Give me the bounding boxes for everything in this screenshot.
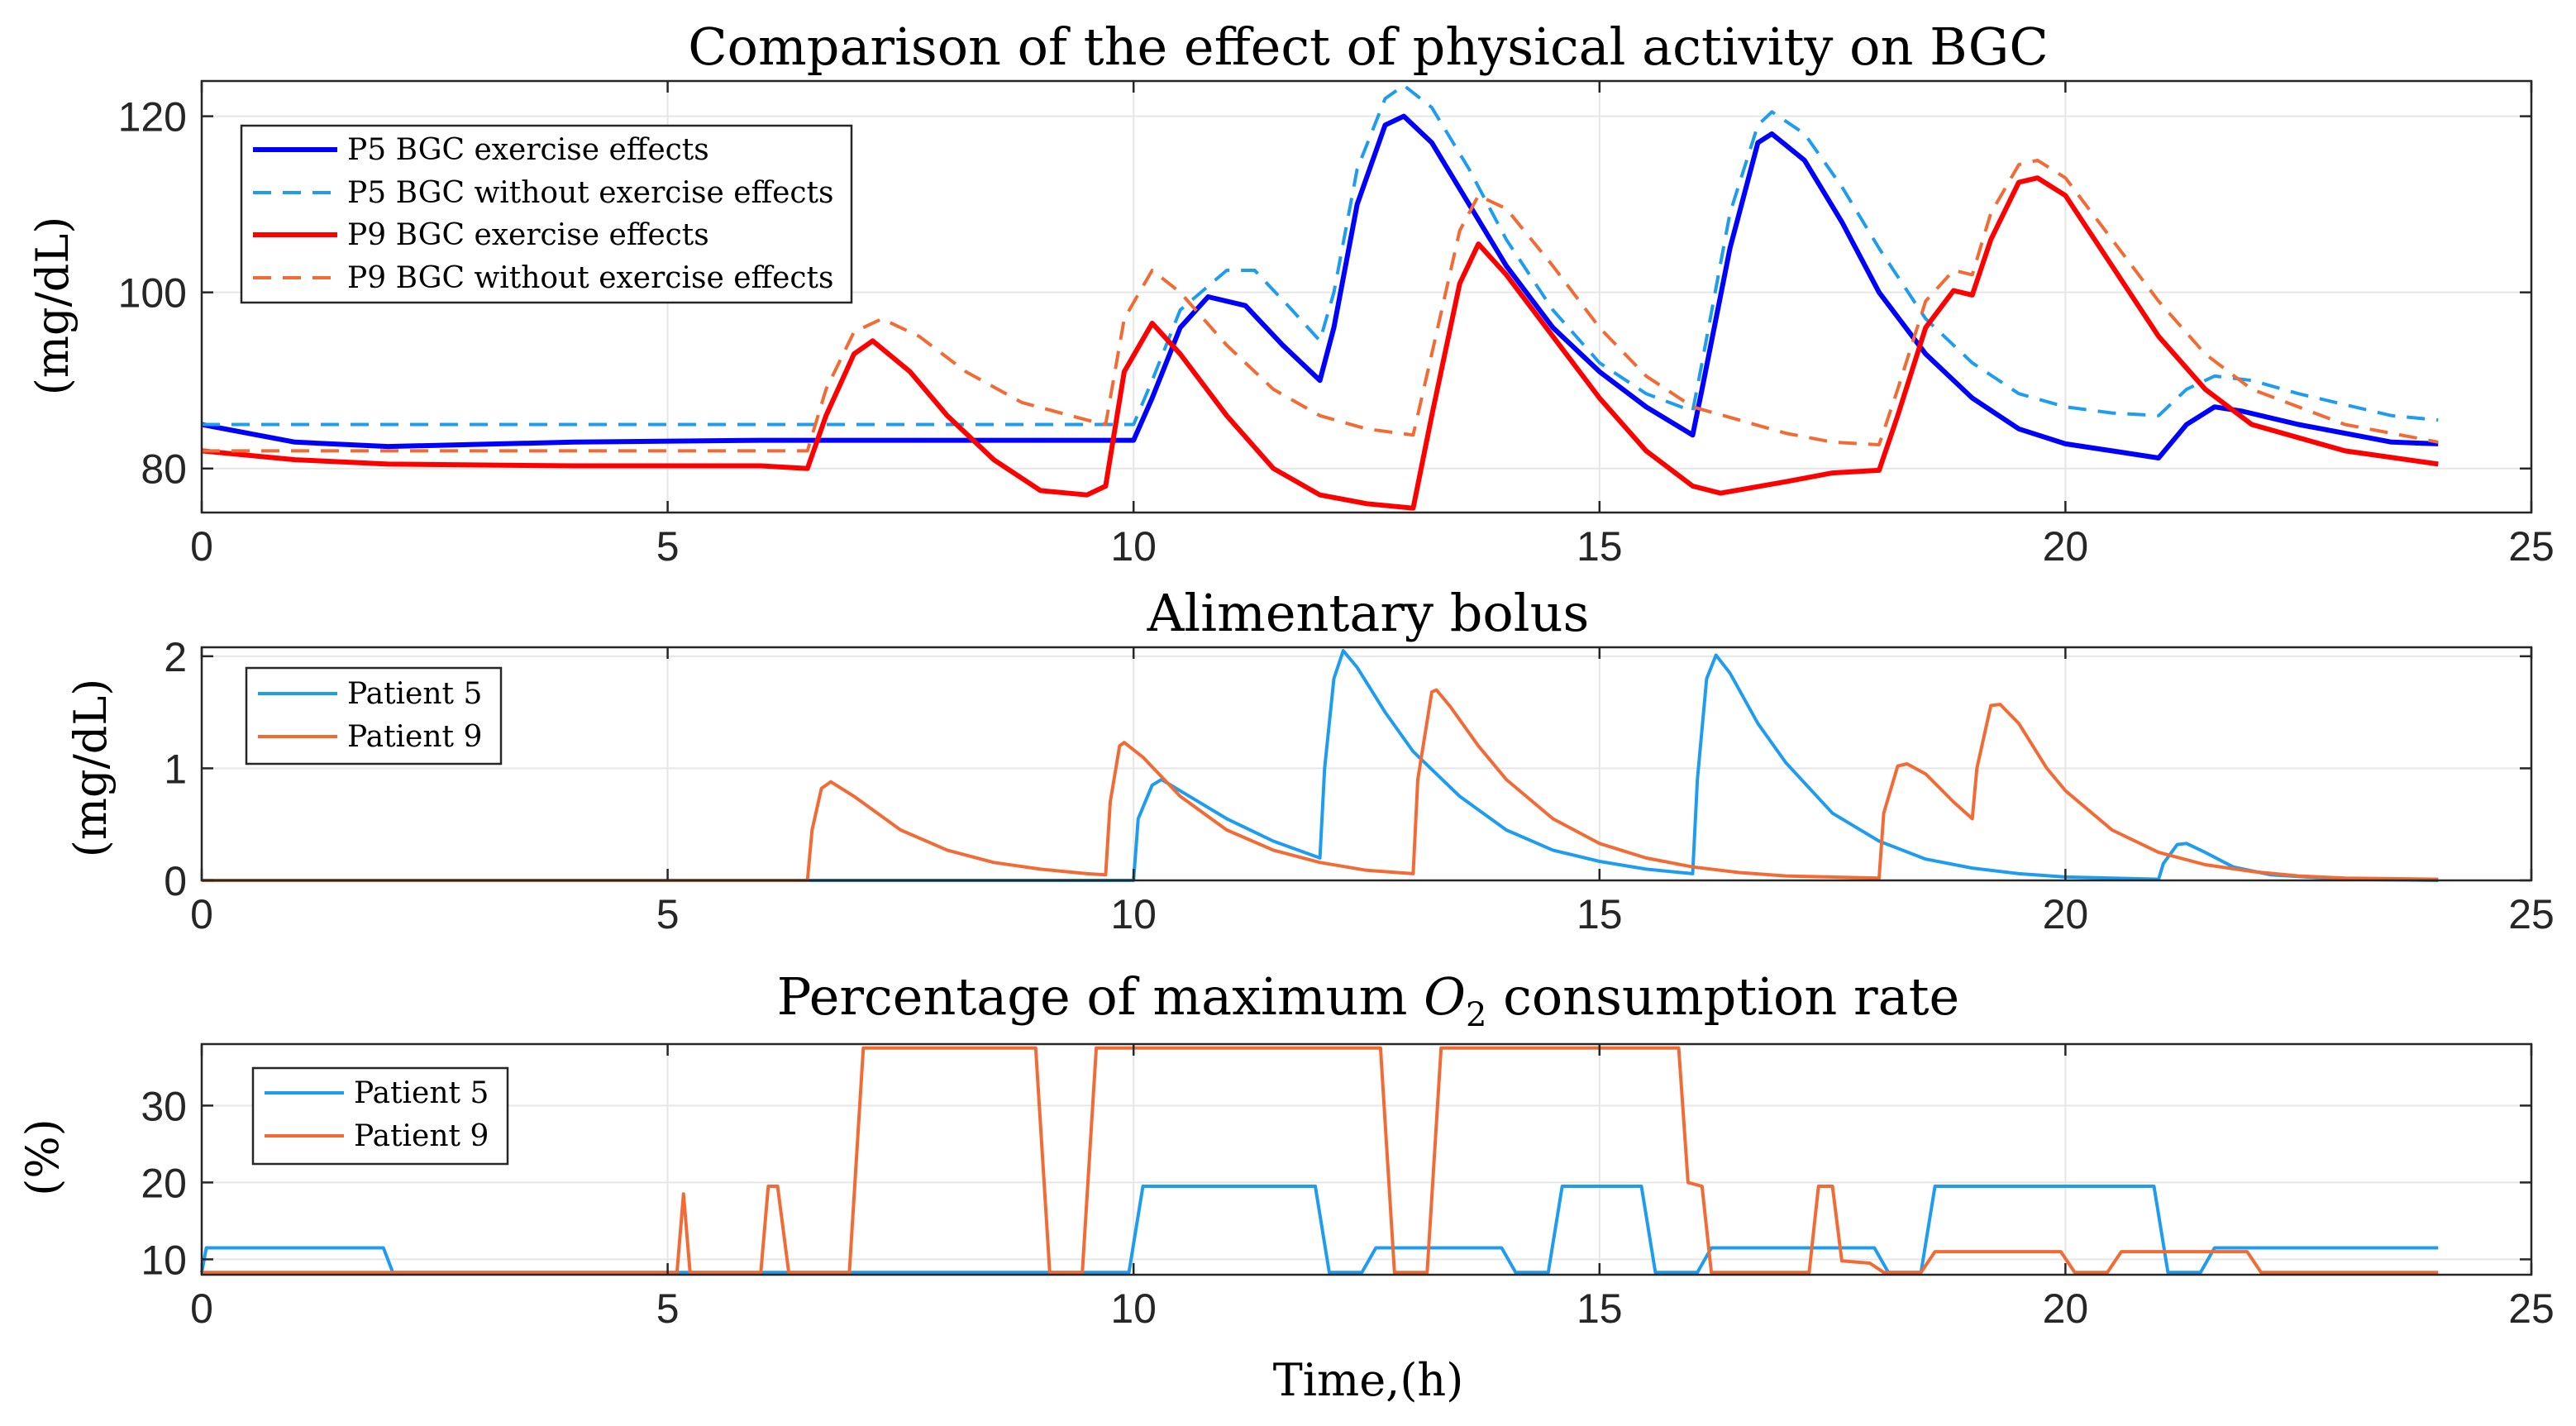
- legend-label-p9-no-exercise: P9 BGC without exercise effects: [347, 261, 834, 295]
- series-p5-exercise-line: [201, 113, 2439, 460]
- legend-label-patient-9: Patient 9: [354, 1119, 489, 1153]
- x-tick-label: 25: [2508, 891, 2555, 937]
- series-patient-5-o2-line: [200, 1185, 2439, 1275]
- bolus-panel-ylabel: (mg/dL): [64, 679, 117, 858]
- x-tick-label: 10: [1110, 1285, 1157, 1332]
- bgc-panel-ylabel: (mg/dL): [26, 217, 79, 396]
- legend-box: [245, 666, 503, 765]
- x-tick-label: 15: [1577, 523, 1623, 570]
- y-tick-label: 1: [164, 746, 187, 792]
- y-tick-label: 20: [141, 1160, 187, 1206]
- x-tick-label: 25: [2508, 523, 2555, 570]
- bolus-panel: Alimentary bolus (mg/dL) 0 5 10 15 20 25 0 1 2 P…: [64, 583, 2555, 937]
- y-tick-label: 120: [118, 94, 187, 141]
- bolus-panel-series: [202, 649, 2439, 882]
- o2-panel-xlabel: Time,(h): [1273, 1354, 1464, 1406]
- x-tick-label: 25: [2508, 1285, 2555, 1332]
- bgc-panel: Comparison of the effect of physical act…: [26, 17, 2555, 570]
- x-tick-label: 15: [1577, 891, 1623, 937]
- series-p9-exercise-line: [201, 175, 2439, 511]
- series-patient-9-bolus-line: [202, 688, 2439, 882]
- legend-label-patient-5: Patient 5: [354, 1076, 489, 1110]
- series-patient-5-bolus-line: [202, 649, 2439, 882]
- x-tick-label: 10: [1110, 891, 1157, 937]
- legend-label-p5-no-exercise: P5 BGC without exercise effects: [347, 176, 834, 210]
- y-tick-label: 10: [141, 1237, 187, 1283]
- bolus-panel-ticks: 0 5 10 15 20 25 0 1 2: [164, 634, 2555, 937]
- o2-panel-title: Percentage of maximum O2 consumption rat…: [777, 966, 1959, 1034]
- bgc-panel-axes-frame: [200, 79, 2533, 514]
- legend-label-patient-5: Patient 5: [347, 677, 482, 711]
- x-tick-label: 0: [190, 523, 213, 570]
- x-tick-label: 5: [656, 891, 680, 937]
- o2-panel-series: [200, 1046, 2439, 1275]
- series-patient-9-o2-line: [202, 1046, 2439, 1275]
- x-tick-label: 0: [190, 1285, 213, 1332]
- y-tick-label: 2: [164, 634, 187, 680]
- bolus-panel-legend: Patient 5 Patient 9: [245, 666, 503, 765]
- o2-panel-legend: Patient 5 Patient 9: [251, 1066, 509, 1166]
- y-tick-label: 80: [141, 446, 187, 493]
- y-tick-label: 0: [164, 858, 187, 904]
- bolus-panel-axes-frame: [200, 646, 2533, 882]
- legend-label-patient-9: Patient 9: [347, 720, 482, 754]
- bgc-panel-series: [201, 83, 2439, 511]
- y-tick-label: 100: [118, 270, 187, 317]
- x-tick-label: 0: [190, 891, 213, 937]
- o2-panel-grid: [201, 1044, 2532, 1275]
- legend-box: [251, 1066, 509, 1166]
- o2-panel-ylabel: (%): [17, 1118, 69, 1195]
- o2-panel: Percentage of maximum O2 consumption rat…: [17, 966, 2555, 1406]
- y-tick-label: 30: [141, 1083, 187, 1129]
- legend-box: [240, 124, 853, 304]
- o2-panel-axes-frame: [200, 1042, 2533, 1276]
- x-tick-label: 5: [656, 1285, 680, 1332]
- x-tick-label: 5: [656, 523, 680, 570]
- bolus-panel-title: Alimentary bolus: [1147, 583, 1590, 643]
- legend-label-p9-exercise: P9 BGC exercise effects: [347, 218, 709, 252]
- x-tick-label: 15: [1577, 1285, 1623, 1332]
- bgc-panel-legend: P5 BGC exercise effects P5 BGC without e…: [240, 124, 853, 304]
- series-p5-no-exercise-line: [202, 83, 2439, 427]
- bgc-panel-title: Comparison of the effect of physical act…: [688, 17, 2049, 77]
- x-tick-label: 20: [2043, 891, 2089, 937]
- x-tick-label: 10: [1110, 523, 1157, 570]
- o2-panel-ticks: 0 5 10 15 20 25 10 20 30: [141, 1044, 2555, 1332]
- x-tick-label: 20: [2043, 523, 2089, 570]
- legend-label-p5-exercise: P5 BGC exercise effects: [347, 133, 709, 167]
- x-tick-label: 20: [2043, 1285, 2089, 1332]
- bgc-panel-ticks: 0 5 10 15 20 25 80 100 120: [118, 81, 2555, 570]
